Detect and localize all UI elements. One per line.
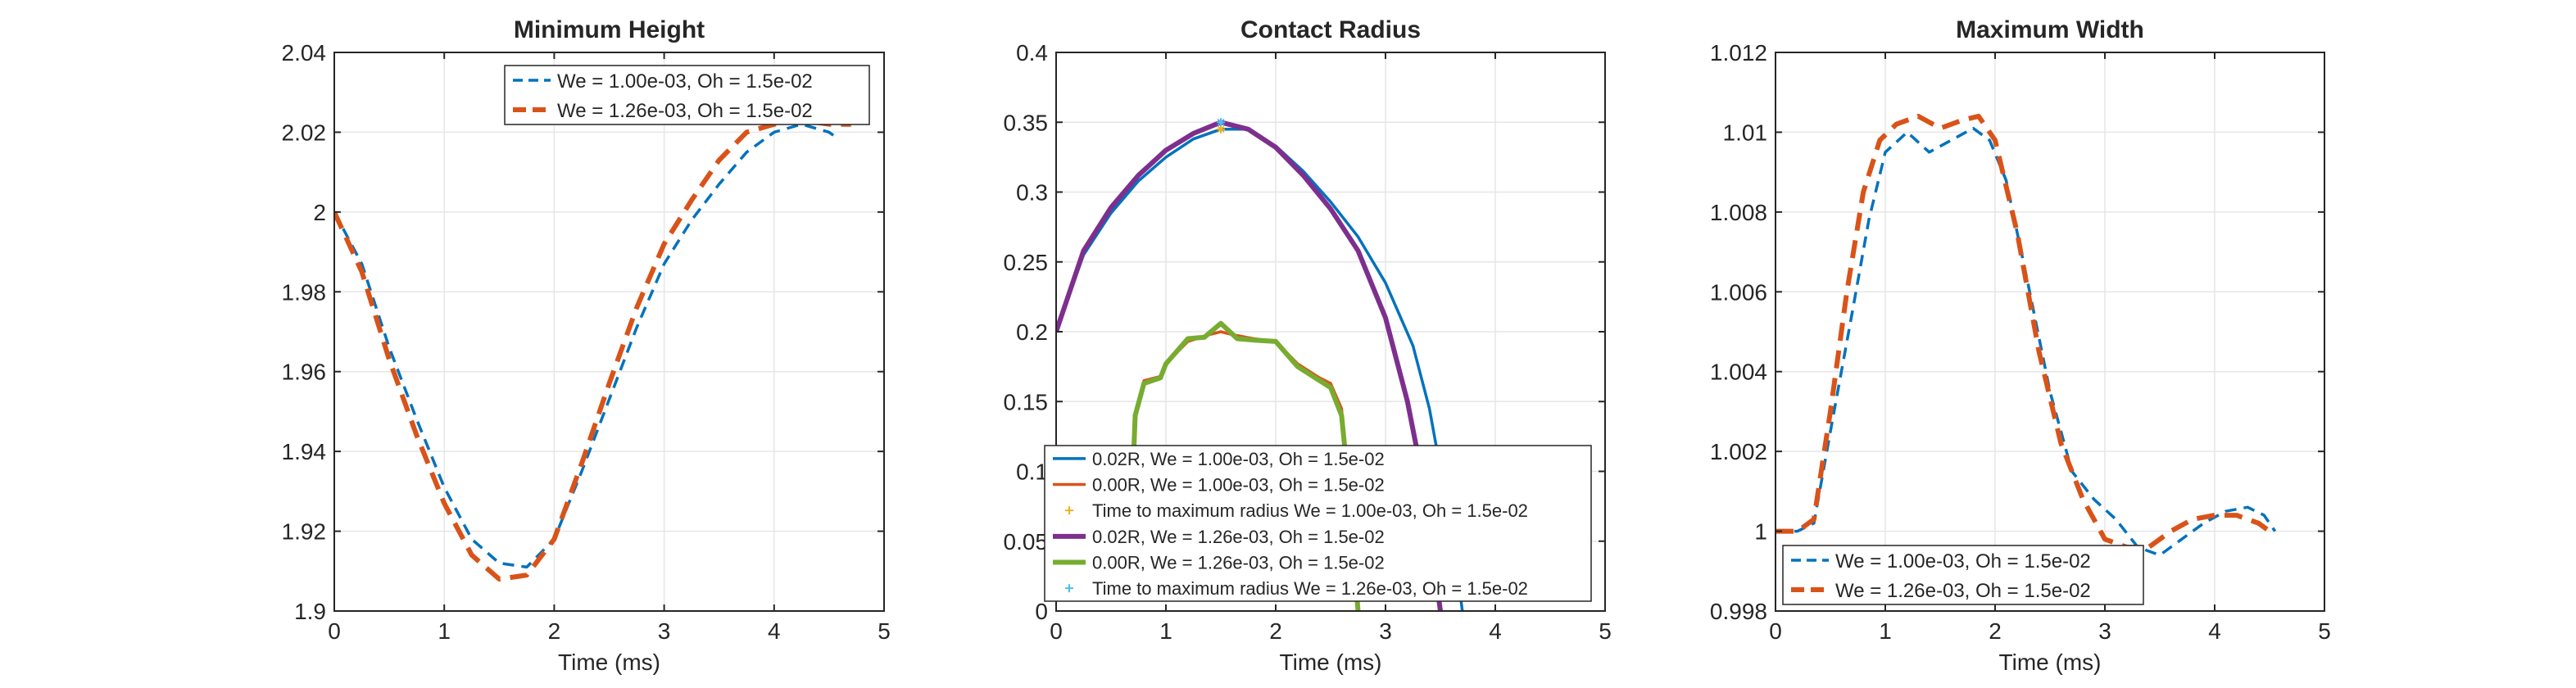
legend-item: Time to maximum radius We = 1.26e-03, Oh… xyxy=(1065,578,1528,599)
x-tick-label: 4 xyxy=(1489,618,1502,644)
chart-title: Maximum Width xyxy=(1956,16,2144,43)
y-tick-label: 0.05 xyxy=(1004,529,1049,554)
y-tick-label: 0.1 xyxy=(1016,459,1048,485)
x-tick-label: 1 xyxy=(1159,618,1172,644)
y-tick-label: 2.02 xyxy=(282,120,327,145)
legend-item: Time to maximum radius We = 1.00e-03, Oh… xyxy=(1065,500,1528,521)
series-group xyxy=(334,117,851,582)
x-tick-label: 5 xyxy=(2318,618,2331,644)
legend-item: 0.00R, We = 1.00e-03, Oh = 1.5e-02 xyxy=(1053,475,1385,496)
legend-item: We = 1.26e-03, Oh = 1.5e-02 xyxy=(513,100,813,122)
y-tick-label: 1.9 xyxy=(294,599,326,624)
legend-item: We = 1.00e-03, Oh = 1.5e-02 xyxy=(1791,550,2091,573)
legend-label: 0.00R, We = 1.26e-03, Oh = 1.5e-02 xyxy=(1092,553,1385,573)
plot-area xyxy=(334,52,884,611)
legend-item: 0.02R, We = 1.26e-03, Oh = 1.5e-02 xyxy=(1053,527,1385,547)
plot-area xyxy=(1776,52,2324,611)
y-tick-label: 1.01 xyxy=(1723,120,1768,145)
y-tick-label: 1.006 xyxy=(1710,279,1767,305)
y-tick-label: 0.35 xyxy=(1004,110,1049,135)
axes-box xyxy=(333,52,885,612)
x-tick-label: 1 xyxy=(1879,618,1892,644)
chart-title: Contact Radius xyxy=(1240,16,1421,43)
legend-item: 0.00R, We = 1.26e-03, Oh = 1.5e-02 xyxy=(1053,553,1385,573)
x-tick-label: 3 xyxy=(1379,618,1392,644)
legend-label: We = 1.26e-03, Oh = 1.5e-02 xyxy=(557,100,813,122)
x-tick-label: 5 xyxy=(1599,618,1612,644)
x-axis-label: Time (ms) xyxy=(1999,650,2102,675)
x-tick-label: 1 xyxy=(438,618,451,644)
legend-label: We = 1.00e-03, Oh = 1.5e-02 xyxy=(557,70,813,93)
x-tick-label: 4 xyxy=(768,618,781,644)
series-line-2 xyxy=(334,117,851,582)
y-tick-label: 0.3 xyxy=(1016,180,1048,206)
chart-panel-3: 0 1 2 3 4 5 0.998 1 1.002 1.004 1.006 1.008 1.01 1.01… xyxy=(1710,16,2331,675)
y-tick-label: 1.004 xyxy=(1710,360,1767,385)
legend-label: We = 1.00e-03, Oh = 1.5e-02 xyxy=(1835,550,2091,573)
legend-label: Time to maximum radius We = 1.26e-03, Oh… xyxy=(1092,578,1528,599)
y-tick-label: 1.94 xyxy=(282,439,327,464)
chart-title: Minimum Height xyxy=(514,16,705,43)
y-tick-label: 0.15 xyxy=(1004,389,1049,414)
y-tick-label: 1.008 xyxy=(1710,200,1767,225)
legend-label: Time to maximum radius We = 1.00e-03, Oh… xyxy=(1092,500,1528,521)
series-line-1 xyxy=(1776,126,2277,557)
y-tick-label: 1.012 xyxy=(1710,40,1767,66)
y-tick-label: 0.25 xyxy=(1004,250,1049,275)
x-tick-label: 0 xyxy=(328,618,341,644)
y-tick-label: 2.04 xyxy=(282,40,327,66)
x-tick-label: 0 xyxy=(1050,618,1063,644)
legend: We = 1.00e-03, Oh = 1.5e-02 We = 1.26e-03… xyxy=(504,65,870,125)
legend-box xyxy=(1044,445,1592,602)
series-group xyxy=(1056,118,1464,611)
x-tick-label: 2 xyxy=(548,618,561,644)
y-tick-label: 1 xyxy=(1754,519,1767,545)
series-line-1 xyxy=(334,122,836,569)
legend-item: 0.02R, We = 1.00e-03, Oh = 1.5e-02 xyxy=(1053,449,1385,469)
legend-item: We = 1.00e-03, Oh = 1.5e-02 xyxy=(513,70,813,93)
legend-label: 0.02R, We = 1.26e-03, Oh = 1.5e-02 xyxy=(1092,527,1385,547)
y-tick-label: 1.002 xyxy=(1710,439,1767,464)
legend: We = 1.00e-03, Oh = 1.5e-02 We = 1.26e-03… xyxy=(1782,545,2144,605)
x-tick-label: 2 xyxy=(1269,618,1282,644)
legend-box xyxy=(1782,545,2144,605)
chart-panel-1: 0 1 2 3 4 5 1.9 1.92 1.94 1.96 1.98 2 2.02 2.04 Minimu… xyxy=(282,16,891,675)
data-point-marker xyxy=(1217,118,1225,127)
y-tick-label: 0.4 xyxy=(1016,40,1048,66)
y-tick-label: 1.98 xyxy=(282,279,327,305)
series-line-4 xyxy=(1056,120,1443,611)
y-tick-label: 0.2 xyxy=(1016,319,1048,345)
legend-box xyxy=(504,65,870,125)
x-tick-label: 2 xyxy=(1989,618,2002,644)
y-tick-label: 1.92 xyxy=(282,519,327,545)
legend-item: We = 1.26e-03, Oh = 1.5e-02 xyxy=(1791,580,2091,602)
x-axis-label: Time (ms) xyxy=(558,650,660,675)
series-group xyxy=(1776,113,2277,557)
legend: 0.02R, We = 1.00e-03, Oh = 1.5e-02 0.00R,… xyxy=(1044,445,1592,602)
legend-label: 0.00R, We = 1.00e-03, Oh = 1.5e-02 xyxy=(1092,475,1385,496)
y-tick-label: 0 xyxy=(1035,599,1048,624)
x-tick-label: 0 xyxy=(1769,618,1782,644)
data-point-marker xyxy=(1217,124,1225,134)
y-tick-label: 2 xyxy=(313,200,326,225)
x-axis-label: Time (ms) xyxy=(1280,650,1382,675)
chart-panel-2: 0 1 2 3 4 5 0 0.05 0.1 0.15 0.2 0.25 0.3 0.35 0.4 Conta… xyxy=(1004,16,1612,675)
axes-box xyxy=(1775,52,2325,612)
y-tick-label: 1.96 xyxy=(282,360,327,385)
x-tick-label: 4 xyxy=(2208,618,2221,644)
series-line-5 xyxy=(1130,320,1361,611)
legend-label: 0.02R, We = 1.00e-03, Oh = 1.5e-02 xyxy=(1092,449,1385,469)
x-tick-label: 3 xyxy=(658,618,671,644)
y-tick-label: 0.998 xyxy=(1710,599,1767,624)
series-line-2 xyxy=(1776,113,2271,550)
legend-label: We = 1.26e-03, Oh = 1.5e-02 xyxy=(1835,580,2091,602)
x-tick-label: 5 xyxy=(878,618,891,644)
x-tick-label: 3 xyxy=(2098,618,2111,644)
